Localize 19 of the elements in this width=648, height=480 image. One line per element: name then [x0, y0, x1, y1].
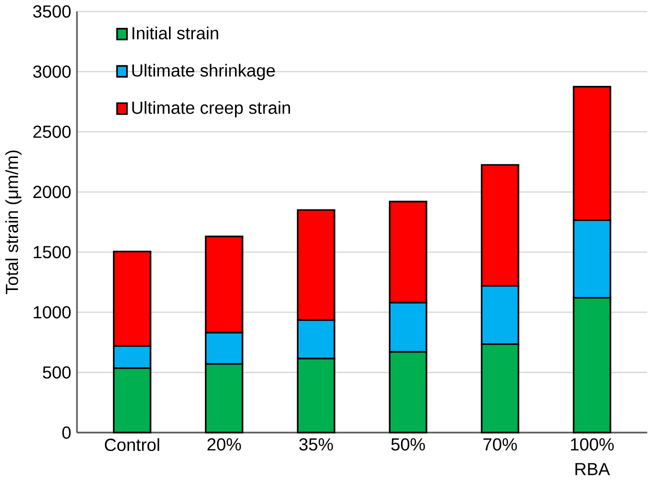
y-tick-label: 2500: [33, 125, 71, 138]
legend-label: Ultimate creep strain: [132, 100, 290, 118]
y-tick-label: 0: [62, 426, 71, 439]
y-tick-label: 1000: [34, 306, 71, 318]
legend-label: Initial strain: [132, 26, 218, 40]
y-tick-label: 3000: [33, 65, 71, 78]
x-tick-label: 50%: [391, 438, 425, 450]
legend-label: Ultimate shrinkage: [132, 64, 275, 80]
x-axis-title: RBA: [576, 462, 610, 475]
y-tick-label: 2000: [33, 186, 71, 198]
x-tick-label: 20%: [208, 438, 241, 450]
y-tick-label: 500: [42, 366, 71, 378]
x-tick-label: 35%: [299, 438, 333, 450]
y-tick-label: 1500: [34, 246, 71, 258]
x-tick-label: 100%: [571, 438, 614, 450]
x-tick-label: Control: [104, 438, 160, 451]
y-axis-title: Total strain (μm/m): [5, 150, 22, 294]
x-tick-label: 70%: [483, 438, 517, 450]
y-tick-label: 3500: [33, 5, 71, 18]
